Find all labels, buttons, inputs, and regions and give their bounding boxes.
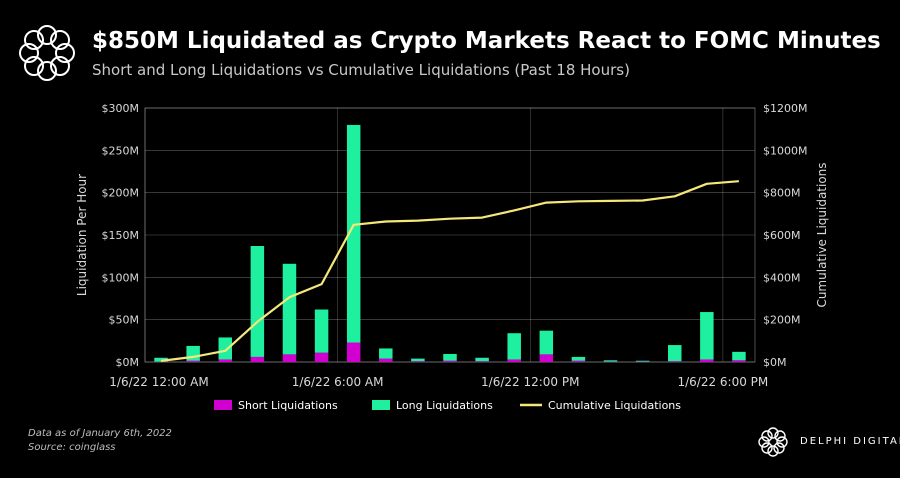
bar-long	[443, 353, 457, 361]
bar-layer	[154, 124, 746, 362]
bar-long	[507, 333, 521, 360]
bar-long	[154, 357, 168, 362]
y2-tick-label: $800M	[763, 187, 801, 200]
y-tick-label: $150M	[102, 229, 140, 242]
bar-long	[379, 348, 393, 359]
x-tick-label: 1/6/22 12:00 PM	[481, 375, 579, 389]
legend-long-label: Long Liquidations	[396, 399, 493, 412]
bar-short	[218, 359, 233, 362]
legend-short-label: Short Liquidations	[238, 399, 338, 412]
bar-short	[700, 359, 714, 362]
x-tick-label: 1/6/22 6:00 PM	[677, 375, 768, 389]
bar-short	[186, 360, 200, 362]
y2-tick-label: $0M	[763, 356, 787, 369]
y-tick-label: $250M	[102, 144, 140, 157]
y2-tick-label: $1200M	[763, 102, 807, 115]
bar-long	[411, 358, 425, 362]
y2-tick-label: $200M	[763, 314, 801, 327]
bar-short	[571, 360, 586, 362]
bar-short	[732, 360, 746, 362]
bar-long	[250, 246, 265, 357]
bar-long	[282, 263, 297, 355]
grid-layer	[144, 107, 756, 363]
bar-short	[346, 342, 361, 362]
legend-long-swatch	[372, 400, 390, 410]
bar-long	[667, 345, 682, 362]
line-layer	[160, 180, 739, 362]
cumulative-line	[160, 180, 739, 362]
bar-long	[603, 360, 618, 362]
y-tick-label: $0M	[116, 356, 140, 369]
chart-subtitle: Short and Long Liquidations vs Cumulativ…	[92, 61, 630, 79]
bar-short	[282, 354, 297, 362]
bar-long	[314, 309, 329, 353]
bar-short	[507, 359, 521, 362]
bar-short	[539, 354, 554, 362]
bar-long	[635, 360, 650, 362]
y2-tick-label: $400M	[763, 271, 801, 284]
bar-short	[379, 358, 393, 362]
bar-long	[700, 312, 714, 360]
y-axis-title: Liquidation Per Hour	[75, 174, 89, 296]
legend-short-swatch	[214, 400, 232, 410]
delphi-brand-logo-icon	[758, 427, 788, 457]
y2-axis-title: Cumulative Liquidations	[815, 162, 829, 307]
y-tick-label: $50M	[109, 314, 140, 327]
bar-short	[667, 361, 682, 362]
bar-short	[250, 356, 265, 362]
bar-long	[475, 357, 489, 362]
source-note: Source: coinglass	[28, 442, 116, 453]
y-tick-label: $200M	[102, 187, 140, 200]
legend-cumulative-label: Cumulative Liquidations	[548, 399, 681, 412]
y-tick-label: $100M	[102, 271, 140, 284]
bar-short	[475, 361, 489, 362]
bar-short	[314, 352, 329, 362]
bar-long	[571, 356, 586, 361]
bar-long	[346, 124, 361, 343]
brand-name: DELPHI DIGITAL	[800, 436, 900, 447]
y2-tick-label: $1000M	[763, 144, 807, 157]
legend: Short Liquidations Long Liquidations Cumul…	[214, 399, 681, 412]
x-tick-label: 1/6/22 6:00 AM	[292, 375, 384, 389]
axis-layer: $0M $50M $100M $150M $200M $250M $300M $0M $200M…	[75, 102, 829, 389]
bar-long	[732, 351, 746, 361]
y2-tick-label: $600M	[763, 229, 801, 242]
delphi-logo-icon	[19, 25, 75, 81]
bar-long	[218, 337, 233, 360]
data-note: Data as of January 6th, 2022	[28, 428, 172, 439]
chart-title: $850M Liquidated as Crypto Markets React…	[92, 28, 881, 54]
bar-long	[539, 330, 554, 355]
y-tick-label: $300M	[102, 102, 140, 115]
bar-short	[443, 360, 457, 362]
bar-short	[411, 361, 425, 362]
x-tick-label: 1/6/22 12:00 AM	[109, 375, 208, 389]
